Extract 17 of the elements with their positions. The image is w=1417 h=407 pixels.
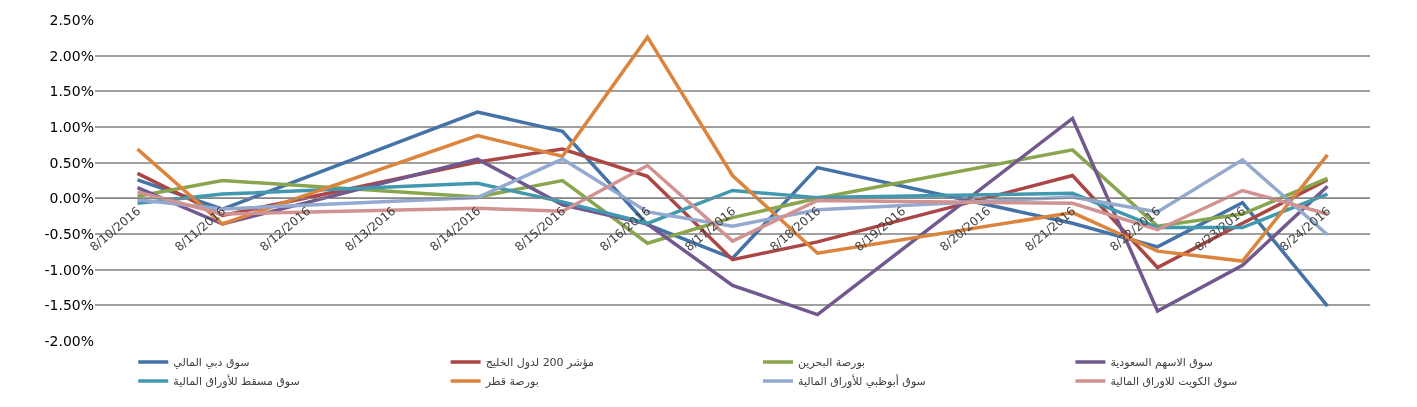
legend-label: بورصة البحرين [798, 356, 866, 370]
y-tick-label: 0.50% [49, 154, 94, 171]
y-tick-label: 1.00% [49, 118, 94, 135]
y-tick-label: 1.50% [49, 83, 94, 100]
legend-label: سوق مسقط للأوراق المالية [173, 374, 300, 389]
legend-label: سوق الاسهم السعودية [1110, 356, 1213, 370]
y-tick-label: -2.00% [44, 332, 94, 349]
legend-label: بورصة قطر [484, 375, 539, 389]
y-tick-label: 0.00% [49, 190, 94, 207]
y-tick-label: -1.50% [44, 297, 94, 314]
legend-label: مؤشر 200 لدول الخليج [485, 356, 595, 370]
legend-label: سوق دبي المالي [173, 356, 250, 370]
y-tick-label: 2.50% [49, 11, 94, 28]
y-tick-label: -1.00% [44, 261, 94, 278]
legend-label: سوق أبوظبي للأوراق المالية [798, 374, 926, 389]
y-tick-label: 2.00% [49, 47, 94, 64]
legend-label: سوق الكويت للاوراق المالية [1110, 375, 1238, 389]
